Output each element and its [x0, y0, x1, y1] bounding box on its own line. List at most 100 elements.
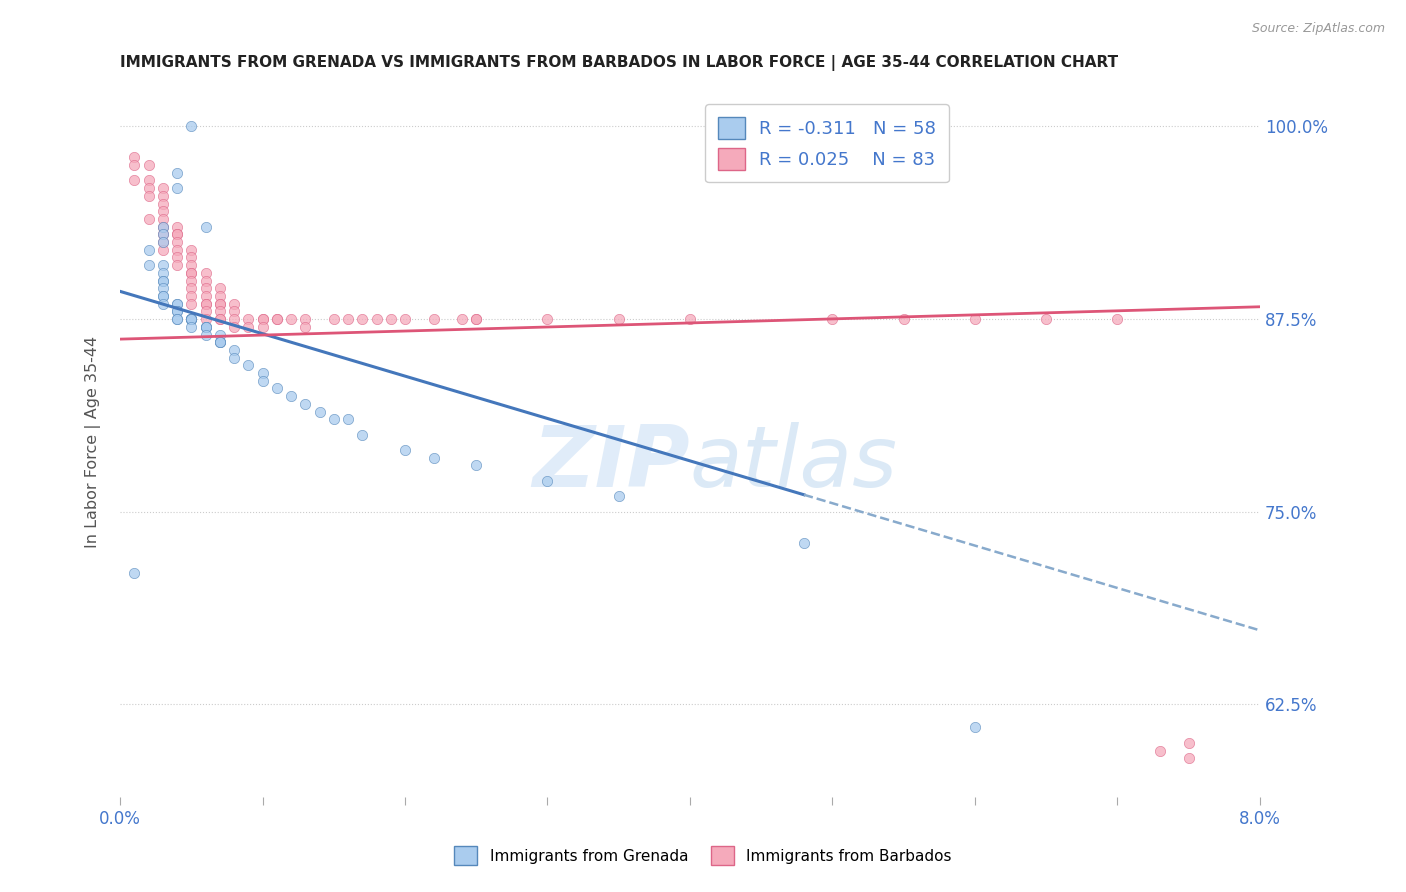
Point: [352, 312, 374, 326]
Point: [422, 450, 444, 465]
Point: [180, 266, 202, 280]
Point: [194, 219, 217, 234]
Point: [294, 312, 316, 326]
Point: [963, 312, 986, 326]
Point: [238, 312, 260, 326]
Point: [152, 219, 174, 234]
Point: [166, 227, 188, 242]
Point: [180, 296, 202, 310]
Point: [152, 204, 174, 219]
Legend: R = -0.311   N = 58, R = 0.025    N = 83: R = -0.311 N = 58, R = 0.025 N = 83: [704, 104, 949, 183]
Point: [152, 281, 174, 295]
Point: [138, 173, 160, 187]
Point: [152, 219, 174, 234]
Point: [679, 312, 702, 326]
Point: [1149, 743, 1171, 757]
Point: [180, 258, 202, 272]
Point: [280, 312, 302, 326]
Point: [208, 335, 231, 350]
Point: [252, 374, 274, 388]
Point: [180, 312, 202, 326]
Point: [166, 251, 188, 265]
Point: [166, 166, 188, 180]
Point: [166, 219, 188, 234]
Point: [536, 312, 558, 326]
Point: [252, 366, 274, 380]
Point: [208, 281, 231, 295]
Point: [208, 296, 231, 310]
Point: [607, 489, 630, 503]
Point: [536, 474, 558, 488]
Point: [166, 312, 188, 326]
Point: [451, 312, 474, 326]
Point: [166, 243, 188, 257]
Point: [893, 312, 915, 326]
Point: [465, 312, 488, 326]
Point: [308, 404, 330, 418]
Point: [180, 266, 202, 280]
Point: [252, 312, 274, 326]
Point: [180, 312, 202, 326]
Point: [294, 319, 316, 334]
Point: [194, 304, 217, 318]
Point: [394, 443, 416, 458]
Point: [380, 312, 402, 326]
Point: [180, 289, 202, 303]
Point: [180, 281, 202, 295]
Point: [208, 312, 231, 326]
Point: [266, 381, 288, 395]
Point: [180, 312, 202, 326]
Point: [138, 258, 160, 272]
Point: [222, 343, 245, 357]
Point: [152, 181, 174, 195]
Point: [152, 258, 174, 272]
Point: [138, 211, 160, 226]
Point: [180, 312, 202, 326]
Point: [194, 312, 217, 326]
Point: [1177, 736, 1199, 750]
Point: [152, 243, 174, 257]
Point: [152, 196, 174, 211]
Point: [180, 243, 202, 257]
Point: [266, 312, 288, 326]
Point: [208, 327, 231, 342]
Point: [166, 312, 188, 326]
Point: [607, 312, 630, 326]
Point: [124, 173, 146, 187]
Legend: Immigrants from Grenada, Immigrants from Barbados: Immigrants from Grenada, Immigrants from…: [449, 840, 957, 871]
Point: [180, 319, 202, 334]
Point: [152, 211, 174, 226]
Point: [266, 312, 288, 326]
Point: [152, 235, 174, 249]
Point: [194, 281, 217, 295]
Point: [152, 274, 174, 288]
Point: [194, 296, 217, 310]
Point: [138, 189, 160, 203]
Point: [124, 566, 146, 581]
Point: [222, 296, 245, 310]
Point: [322, 412, 344, 426]
Point: [222, 312, 245, 326]
Point: [138, 158, 160, 172]
Point: [124, 150, 146, 164]
Point: [1035, 312, 1057, 326]
Point: [465, 312, 488, 326]
Point: [208, 296, 231, 310]
Point: [166, 296, 188, 310]
Point: [152, 189, 174, 203]
Point: [194, 274, 217, 288]
Point: [152, 235, 174, 249]
Point: [394, 312, 416, 326]
Point: [238, 359, 260, 373]
Point: [194, 327, 217, 342]
Point: [821, 312, 844, 326]
Point: [222, 319, 245, 334]
Point: [1177, 751, 1199, 765]
Point: [194, 319, 217, 334]
Y-axis label: In Labor Force | Age 35-44: In Labor Force | Age 35-44: [86, 336, 101, 549]
Point: [180, 251, 202, 265]
Text: atlas: atlas: [690, 422, 898, 505]
Text: IMMIGRANTS FROM GRENADA VS IMMIGRANTS FROM BARBADOS IN LABOR FORCE | AGE 35-44 C: IMMIGRANTS FROM GRENADA VS IMMIGRANTS FR…: [120, 55, 1118, 71]
Point: [366, 312, 388, 326]
Point: [280, 389, 302, 403]
